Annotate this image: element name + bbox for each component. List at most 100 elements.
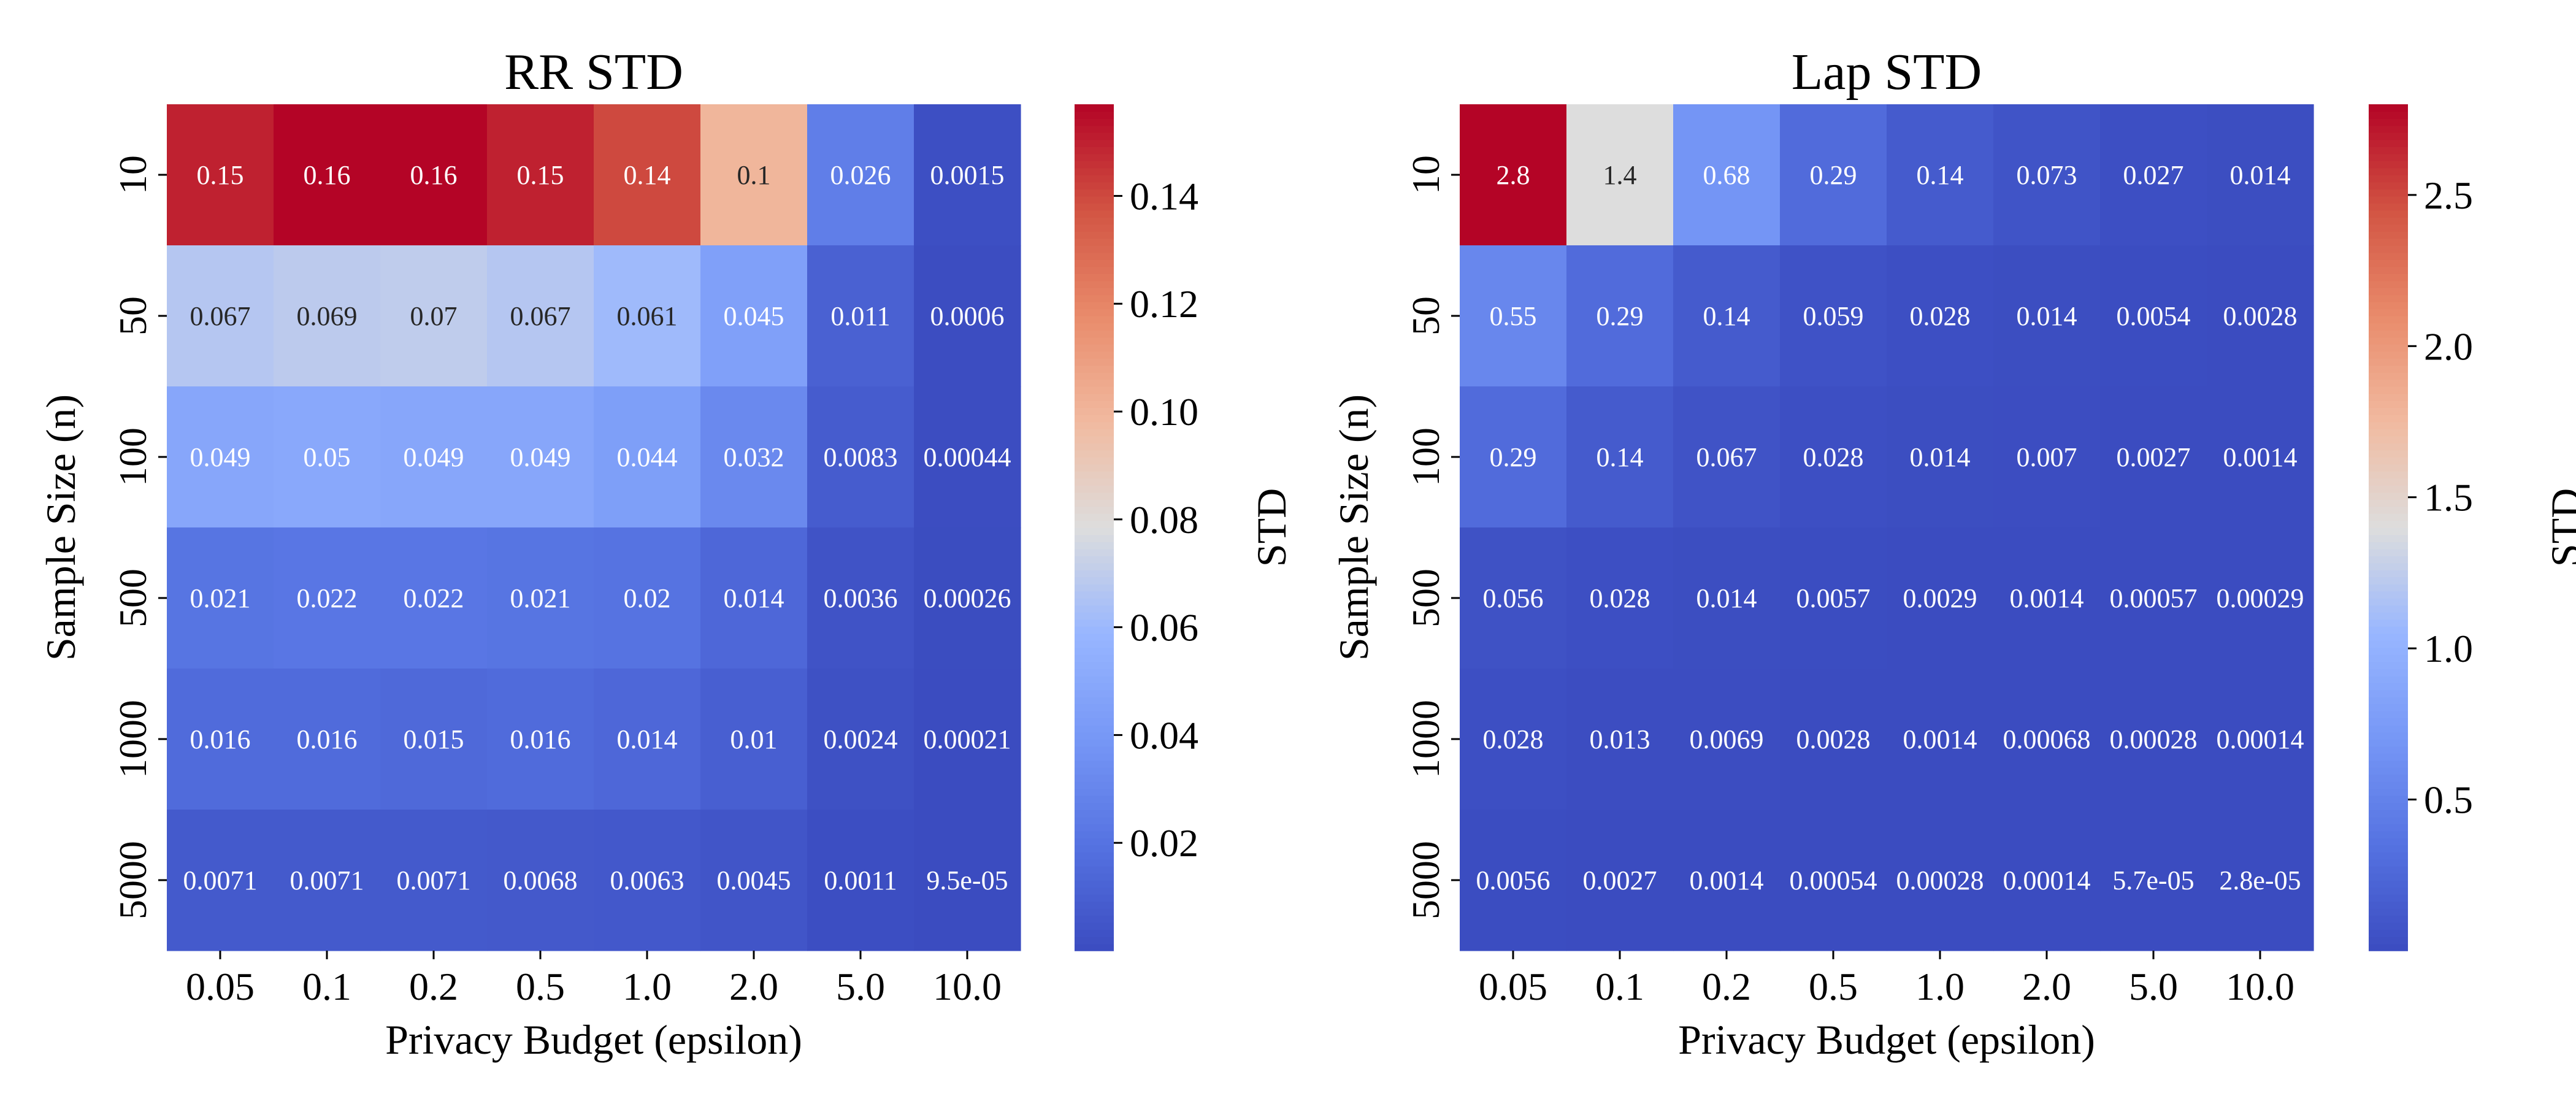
heatmap-cell <box>807 669 914 810</box>
heatmap-cell <box>1673 669 1781 810</box>
colorbar-segment <box>2369 591 2408 599</box>
colorbar-segment <box>2369 908 2408 916</box>
cell-annotation: 0.16 <box>410 160 458 190</box>
heatmap-cell <box>2100 527 2207 669</box>
heatmap-cell <box>2100 245 2207 387</box>
cell-annotation: 0.00026 <box>924 583 1011 613</box>
colorbar-segment <box>1075 478 1114 486</box>
colorbar-segment <box>1075 372 1114 380</box>
colorbar-segment <box>1075 125 1114 133</box>
colorbar-segment <box>1075 816 1114 824</box>
cell-annotation: 9.5e-05 <box>926 865 1008 895</box>
cell-annotation: 0.0024 <box>824 724 898 754</box>
colorbar-segment <box>2369 457 2408 465</box>
heatmap-cell <box>487 527 594 669</box>
heatmap-cell <box>487 810 594 951</box>
colorbar-segment <box>2369 562 2408 570</box>
colorbar-segment <box>1075 795 1114 803</box>
heatmap-cell <box>1673 104 1781 246</box>
colorbar-segment <box>2369 196 2408 204</box>
colorbar-segment <box>2369 485 2408 493</box>
colorbar-tick-label: 0.02 <box>1130 821 1198 865</box>
colorbar-tick-label: 0.06 <box>1130 606 1198 650</box>
heatmap-cell <box>1993 245 2101 387</box>
colorbar-segment <box>1075 210 1114 218</box>
colorbar-segment <box>1075 231 1114 239</box>
cell-annotation: 0.049 <box>404 442 464 472</box>
colorbar-segment <box>1075 633 1114 641</box>
colorbar-segment <box>2369 189 2408 197</box>
colorbar-segment <box>1075 619 1114 627</box>
colorbar-segment <box>1075 337 1114 345</box>
cell-annotation: 0.16 <box>304 160 351 190</box>
cell-annotation: 0.29 <box>1597 301 1644 331</box>
colorbar-segment <box>2369 492 2408 500</box>
colorbar-segment <box>1075 894 1114 902</box>
colorbar-segment <box>1075 548 1114 556</box>
colorbar-segment <box>1075 288 1114 296</box>
colorbar-segment <box>1075 153 1114 161</box>
heatmap-cell <box>2207 104 2314 246</box>
colorbar-segment <box>2369 703 2408 711</box>
y-tick-label: 100 <box>111 427 155 486</box>
colorbar-segment <box>2369 294 2408 302</box>
colorbar-segment <box>2369 852 2408 860</box>
heatmap-cell <box>594 527 701 669</box>
heatmap-cell <box>700 104 808 246</box>
colorbar-segment <box>1075 344 1114 352</box>
colorbar-segment <box>2369 210 2408 218</box>
colorbar-segment <box>1075 118 1114 126</box>
cell-annotation: 0.028 <box>1803 442 1864 472</box>
colorbar-segment <box>2369 125 2408 133</box>
heatmap-cell <box>274 104 381 246</box>
colorbar-segment <box>1075 683 1114 691</box>
cell-annotation: 0.14 <box>1597 442 1644 472</box>
cell-annotation: 0.049 <box>510 442 571 472</box>
heatmap-cell <box>700 810 808 951</box>
heatmap-cell <box>807 104 914 246</box>
cell-annotation: 0.0028 <box>1796 724 1871 754</box>
colorbar-segment <box>2369 838 2408 846</box>
colorbar-segment <box>1075 753 1114 761</box>
heatmap-cell <box>1566 527 1674 669</box>
heatmap-cell <box>1566 810 1674 951</box>
colorbar-segment <box>2369 612 2408 620</box>
heatmap-cell <box>914 810 1021 951</box>
cell-annotation: 0.014 <box>617 724 678 754</box>
heatmap-cell <box>1780 245 1887 387</box>
cell-annotation: 0.014 <box>1910 442 1971 472</box>
x-tick-label: 0.2 <box>409 965 458 1008</box>
colorbar-segment <box>1075 760 1114 768</box>
colorbar-segment <box>2369 527 2408 535</box>
x-tick-label: 5.0 <box>2129 965 2178 1008</box>
colorbar-segment <box>1075 203 1114 211</box>
heatmap-cell <box>914 104 1021 246</box>
heatmap-cell <box>1780 104 1887 246</box>
cell-annotation: 0.0015 <box>930 160 1005 190</box>
colorbar-segment <box>2369 379 2408 387</box>
cell-annotation: 2.8 <box>1497 160 1530 190</box>
colorbar-segment <box>1075 943 1114 951</box>
colorbar-segment <box>2369 746 2408 754</box>
cell-annotation: 0.073 <box>2017 160 2077 190</box>
colorbar-segment <box>2369 774 2408 782</box>
heatmap-cell <box>1673 810 1781 951</box>
heatmap-cell <box>380 669 488 810</box>
cell-annotation: 0.044 <box>617 442 678 472</box>
colorbar-segment <box>2369 323 2408 331</box>
colorbar-tick-label: 2.0 <box>2424 324 2473 368</box>
cell-annotation: 0.0056 <box>1476 865 1551 895</box>
colorbar-segment <box>2369 344 2408 352</box>
x-tick-label: 1.0 <box>1915 965 1965 1008</box>
colorbar-segment <box>1075 725 1114 733</box>
colorbar-segment <box>2369 669 2408 677</box>
colorbar-segment <box>1075 534 1114 542</box>
heatmap-cell <box>1460 386 1567 528</box>
cell-annotation: 0.00014 <box>2003 865 2091 895</box>
heatmap-cell <box>274 810 381 951</box>
colorbar-segment <box>2369 732 2408 740</box>
colorbar-segment <box>1075 443 1114 451</box>
colorbar-tick-label: 1.5 <box>2424 476 2473 519</box>
heatmap-cell <box>274 527 381 669</box>
heatmap-cell <box>594 386 701 528</box>
